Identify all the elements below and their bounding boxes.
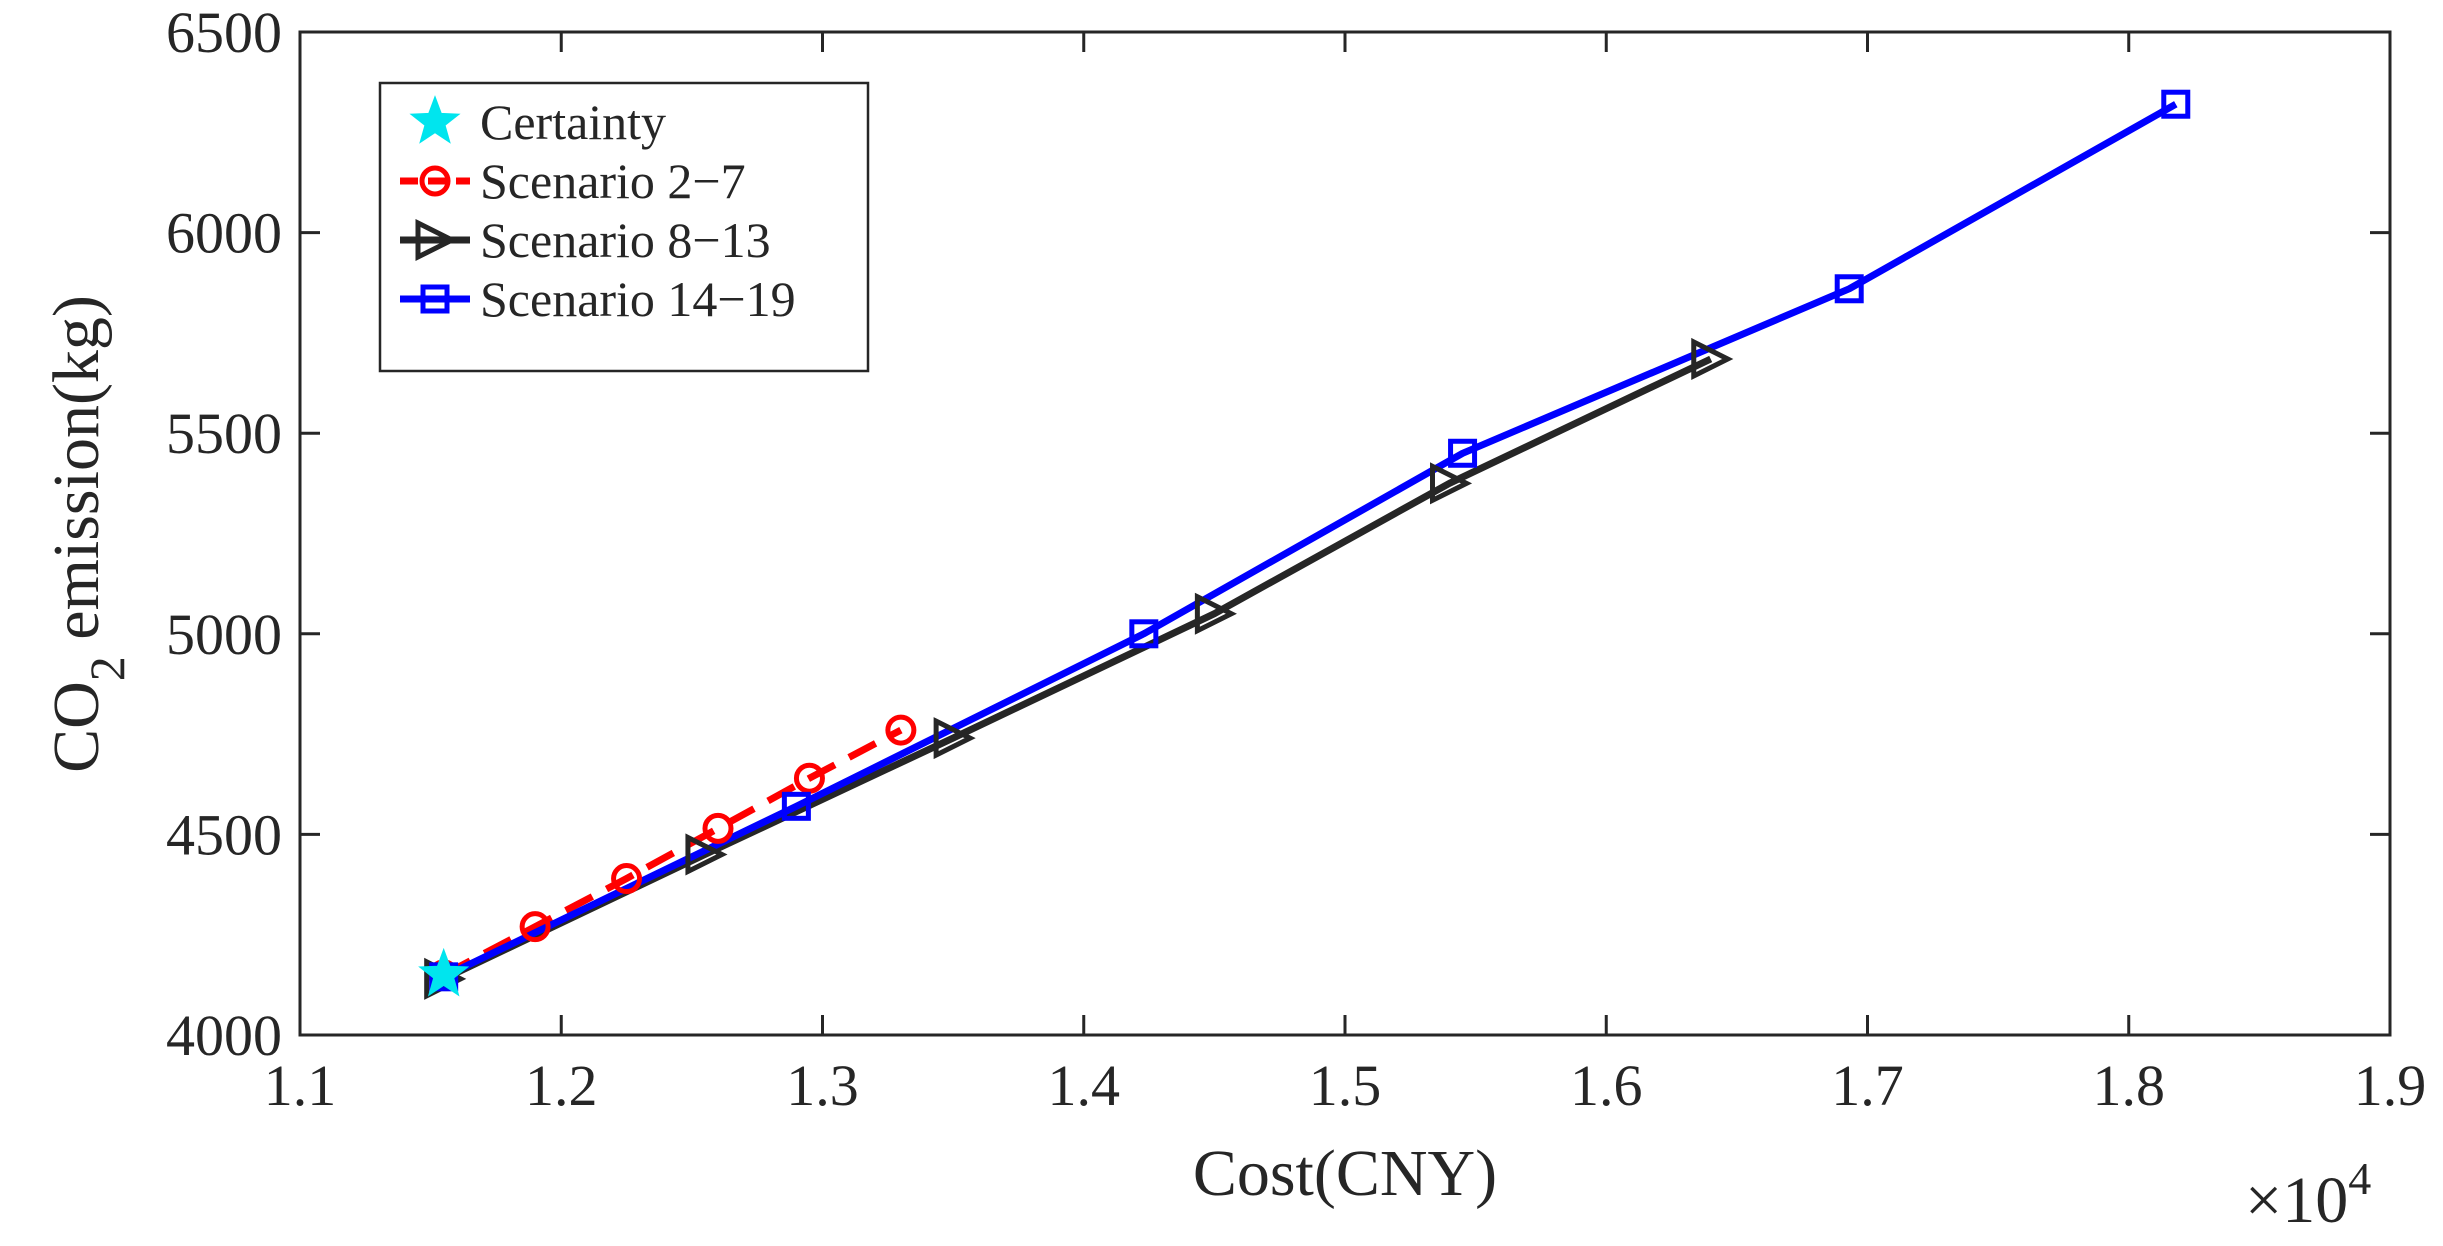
- data-point-scenario-8-13: [685, 833, 728, 876]
- data-point-scenario-14-19: [781, 791, 811, 821]
- data-point-scenario-8-13: [1194, 592, 1237, 635]
- data-point-scenario-14-19: [1129, 619, 1159, 649]
- x-axis-multiplier: ×104: [2245, 1153, 2371, 1237]
- data-point-scenario-8-13: [1430, 462, 1473, 505]
- y-tick-label: 6500: [166, 0, 282, 65]
- y-axis-title: CO2 emission(kg): [40, 295, 135, 773]
- y-tick-label: 5500: [166, 401, 282, 466]
- legend-box: [378, 81, 870, 373]
- x-tick-labels: 1.1 1.2 1.3 1.4 1.5 1.6 1.7 1.8 1.9: [264, 1053, 2427, 1118]
- x-tick-label: 1.1: [264, 1053, 337, 1118]
- series-line-scenario-14-19: [442, 101, 2178, 980]
- data-point-scenario-2-7: [611, 863, 643, 895]
- series-lines: [442, 101, 2178, 982]
- x-multiplier-base: ×10: [2245, 1164, 2348, 1237]
- legend-label-scenario-14-19: Scenario 14−19: [480, 271, 796, 327]
- data-point-scenario-14-19: [1448, 438, 1478, 468]
- legend-marker-scenario-2-7: [419, 165, 451, 197]
- data-point-certainty: [418, 947, 470, 997]
- x-tick-label: 1.6: [1570, 1053, 1643, 1118]
- data-point-scenario-2-7: [519, 911, 551, 943]
- legend-marker-certainty: [409, 95, 461, 144]
- y-tick-label: 6000: [166, 201, 282, 266]
- series-line-scenario-2-7: [442, 727, 903, 978]
- legend-marker-scenario-8-13: [415, 218, 458, 262]
- data-point-scenario-8-13: [933, 717, 976, 760]
- y-tick-label: 5000: [166, 602, 282, 667]
- data-point-scenario-2-7: [793, 762, 825, 794]
- y-axis-title-subscript: 2: [79, 656, 135, 681]
- x-tick-label: 1.5: [1309, 1053, 1382, 1118]
- data-point-scenario-14-19: [2161, 89, 2191, 119]
- x-tick-label: 1.9: [2354, 1053, 2427, 1118]
- legend-label-scenario-2-7: Scenario 2−7: [480, 153, 746, 209]
- data-point-scenario-14-19: [1834, 274, 1864, 304]
- y-tick-label: 4000: [166, 1003, 282, 1068]
- x-tick-label: 1.7: [1831, 1053, 1904, 1118]
- data-point-scenario-8-13: [1691, 337, 1734, 381]
- x-axis-title: Cost(CNY): [1193, 1137, 1497, 1210]
- y-tick-labels: 4000 4500 5000 5500 6000 6500: [166, 0, 282, 1068]
- x-tick-label: 1.2: [525, 1053, 598, 1118]
- x-tick-label: 1.4: [1048, 1053, 1121, 1118]
- x-tick-label: 1.3: [786, 1053, 859, 1118]
- data-point-scenario-2-7: [885, 714, 917, 746]
- legend-label-scenario-8-13: Scenario 8−13: [480, 212, 771, 268]
- y-axis-title-rest: emission(kg): [40, 295, 113, 656]
- x-tick-label: 1.8: [2093, 1053, 2166, 1118]
- x-multiplier-exponent: 4: [2348, 1153, 2371, 1204]
- axis-ticks: [298, 30, 2392, 1037]
- y-axis-title-main: CO: [40, 681, 113, 773]
- legend-marker-scenario-14-19: [420, 284, 450, 314]
- legend-label-certainty: Certainty: [480, 94, 666, 150]
- series-markers: [418, 89, 2191, 1000]
- y-tick-label: 4500: [166, 802, 282, 867]
- data-point-scenario-2-7: [702, 812, 734, 844]
